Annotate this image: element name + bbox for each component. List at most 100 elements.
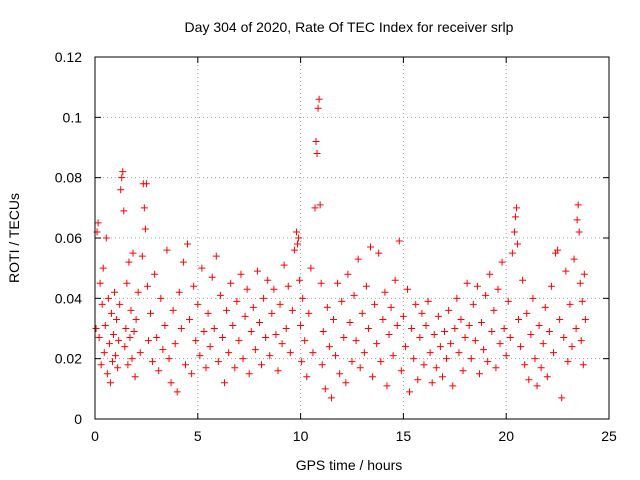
data-point xyxy=(533,382,541,390)
data-point xyxy=(369,373,377,381)
data-point xyxy=(194,300,202,308)
data-point xyxy=(350,291,358,299)
data-point xyxy=(579,361,587,369)
data-point xyxy=(554,246,562,254)
data-point xyxy=(247,328,255,336)
data-point xyxy=(510,228,518,236)
data-point xyxy=(475,370,483,378)
data-point xyxy=(235,337,243,345)
data-point xyxy=(519,276,527,284)
data-point xyxy=(129,249,137,257)
data-point xyxy=(136,349,144,357)
data-point xyxy=(327,394,335,402)
data-point xyxy=(373,340,381,348)
data-point xyxy=(570,255,578,263)
data-point xyxy=(92,325,100,332)
data-point xyxy=(506,334,514,342)
data-point xyxy=(204,309,212,317)
data-point xyxy=(549,349,557,357)
data-point xyxy=(188,370,196,378)
data-point xyxy=(356,364,364,372)
data-point xyxy=(473,282,481,290)
data-point xyxy=(104,294,112,302)
data-point xyxy=(354,255,362,263)
data-point xyxy=(445,306,453,314)
data-point xyxy=(461,334,469,342)
data-point xyxy=(568,343,576,351)
data-point xyxy=(455,349,463,357)
data-point xyxy=(465,321,473,329)
y-tick-label: 0.04 xyxy=(55,290,82,306)
data-point xyxy=(159,346,167,354)
data-point xyxy=(278,340,286,348)
y-tick-label: 0.12 xyxy=(55,49,82,65)
data-point xyxy=(375,249,383,257)
chart-title: Day 304 of 2020, Rate Of TEC Index for r… xyxy=(185,19,514,35)
data-point xyxy=(360,349,368,357)
data-point xyxy=(258,361,266,369)
data-point xyxy=(342,379,350,387)
data-point xyxy=(371,300,379,308)
data-point xyxy=(131,373,139,381)
data-point xyxy=(264,276,272,284)
data-point xyxy=(118,174,126,182)
data-point xyxy=(344,270,352,278)
x-tick-label: 20 xyxy=(498,428,514,444)
data-point xyxy=(286,349,294,357)
data-point xyxy=(395,237,403,245)
data-point xyxy=(298,358,306,366)
x-axis-label: GPS time / hours xyxy=(296,457,403,473)
data-point xyxy=(200,328,208,336)
data-point xyxy=(105,340,113,348)
data-point xyxy=(480,346,488,354)
data-point xyxy=(500,325,508,332)
data-point xyxy=(175,288,183,296)
data-point xyxy=(311,204,319,212)
data-point xyxy=(111,288,119,296)
data-point xyxy=(573,216,581,224)
data-point xyxy=(208,273,216,281)
data-point xyxy=(558,394,566,402)
data-point xyxy=(120,207,128,215)
data-point xyxy=(428,379,436,387)
data-point xyxy=(313,150,321,158)
data-point xyxy=(245,370,253,378)
data-point xyxy=(117,186,125,194)
data-point xyxy=(97,361,105,369)
data-point xyxy=(438,373,446,381)
data-point xyxy=(218,334,226,342)
data-point xyxy=(391,276,399,284)
data-point xyxy=(184,240,192,248)
data-point xyxy=(143,282,151,290)
data-point xyxy=(362,282,370,290)
data-point xyxy=(221,379,229,387)
data-point xyxy=(292,228,300,236)
data-point xyxy=(387,303,395,311)
data-point xyxy=(241,312,249,320)
data-point xyxy=(295,234,303,242)
data-point xyxy=(408,325,416,332)
data-point xyxy=(432,364,440,372)
data-point xyxy=(113,315,121,323)
data-point xyxy=(225,349,233,357)
data-point xyxy=(206,343,214,351)
data-point xyxy=(177,325,185,332)
data-point xyxy=(173,388,181,396)
data-point xyxy=(198,264,206,272)
data-point xyxy=(467,355,475,363)
x-axis-tick-labels: 0 5 10 15 20 25 xyxy=(91,428,617,444)
data-point xyxy=(163,246,171,254)
y-axis-label: ROTI / TECUs xyxy=(6,193,22,283)
data-point xyxy=(239,355,247,363)
data-point xyxy=(124,361,132,369)
data-point xyxy=(527,331,535,339)
data-point xyxy=(99,264,107,272)
data-point xyxy=(190,282,198,290)
y-axis-tick-labels: 0 0.02 0.04 0.06 0.08 0.1 0.12 xyxy=(55,49,82,427)
data-point xyxy=(128,355,136,363)
data-point xyxy=(420,361,428,369)
data-point xyxy=(297,321,305,329)
data-point xyxy=(334,279,342,287)
y-tick-label: 0 xyxy=(74,411,82,427)
y-tick-label: 0.1 xyxy=(63,109,83,125)
